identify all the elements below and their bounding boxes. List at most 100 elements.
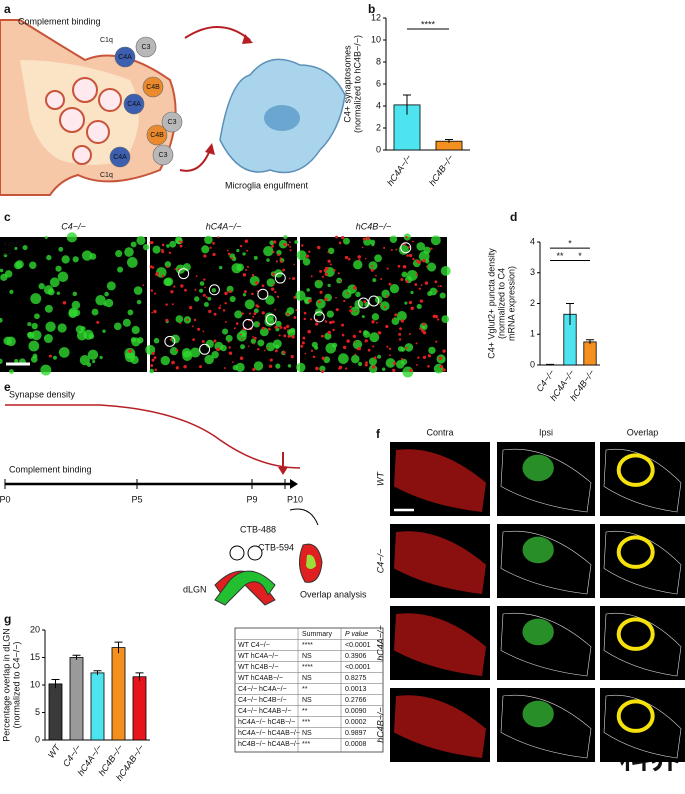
signal (213, 312, 217, 316)
signal (439, 292, 446, 299)
signal (355, 310, 358, 313)
signal (289, 249, 292, 252)
signal (154, 368, 157, 372)
signal (320, 369, 324, 373)
signal (295, 309, 298, 312)
signal (232, 361, 234, 363)
signal (288, 277, 291, 280)
signal (286, 324, 290, 329)
signal (417, 356, 420, 359)
signal (357, 255, 361, 259)
bar (583, 341, 597, 366)
molecule (123, 93, 145, 115)
signal (395, 248, 398, 251)
signal (211, 350, 219, 359)
signal (383, 306, 387, 309)
molecule-label: C4B (150, 132, 164, 139)
signal (124, 347, 136, 359)
signal (170, 290, 174, 294)
signal (201, 245, 210, 254)
signal (31, 330, 42, 341)
signal (258, 323, 261, 326)
y-axis-label: (normalized to hC4B−/−) (352, 35, 362, 133)
tracer-label: CTB-594 (258, 542, 294, 552)
signal (315, 298, 326, 309)
signal (412, 240, 414, 243)
section-outline (603, 694, 682, 759)
signal (222, 309, 226, 312)
row-label: WT (375, 471, 385, 486)
signal (95, 294, 106, 306)
signal (402, 366, 414, 378)
arrow (184, 26, 251, 41)
signal (236, 248, 240, 253)
y-tick-label: 2 (376, 122, 381, 132)
signal (316, 245, 321, 250)
signal (339, 280, 342, 283)
signal (142, 244, 150, 251)
signal (364, 363, 368, 367)
signal (199, 281, 205, 286)
table-cell: WT hC4AB−/− (238, 675, 283, 682)
signal (151, 358, 155, 362)
signal (275, 363, 281, 369)
signal (235, 362, 245, 372)
table-cell: WT hC4A−/− (238, 653, 278, 660)
signal (257, 348, 260, 351)
signal (113, 322, 122, 331)
channel-label: Vglut2 (3, 241, 23, 248)
y-axis-label: (normalized to C4−/−) (11, 641, 21, 728)
signal (420, 284, 423, 287)
panel-letter: e (4, 380, 11, 394)
signal (288, 241, 291, 244)
puncta-ring (274, 272, 286, 284)
analysis-label: Overlap analysis (300, 589, 367, 599)
signal (377, 331, 381, 334)
signal (186, 318, 189, 321)
molecule (161, 111, 183, 133)
signal (435, 340, 438, 343)
signal (156, 271, 159, 275)
signal (351, 354, 360, 364)
signal (161, 248, 164, 252)
signal (255, 304, 259, 308)
signal (369, 332, 380, 343)
signal (416, 303, 422, 310)
column-label: Ipsi (539, 427, 553, 437)
column-label: C4−/− (61, 221, 86, 231)
signal (315, 366, 319, 371)
signal (293, 263, 295, 266)
signal (66, 232, 78, 243)
overlap-signal (616, 699, 655, 733)
signal (353, 286, 357, 290)
section-outline (603, 530, 682, 595)
signal (354, 353, 357, 356)
signal (331, 320, 335, 324)
y-tick-label: 6 (376, 78, 381, 88)
signal (302, 336, 306, 340)
molecule-label: C4A (127, 101, 141, 108)
signal (228, 346, 231, 349)
signal (323, 269, 327, 272)
signal (400, 277, 404, 281)
signal (87, 349, 99, 360)
overlap-signal (616, 617, 655, 651)
signal (385, 324, 389, 329)
signal (228, 351, 233, 355)
signal (199, 288, 204, 293)
y-axis-label: Percentage overlap in dLGN (1, 628, 11, 742)
signal (308, 250, 311, 253)
table-cell: ** (302, 686, 308, 693)
signal (428, 346, 436, 355)
signal (427, 291, 433, 297)
signal (122, 318, 131, 327)
signal (150, 241, 154, 244)
signal (352, 339, 363, 350)
signal (390, 249, 393, 252)
signal (246, 249, 249, 252)
signal (204, 235, 213, 245)
puncta-ring (265, 313, 277, 325)
signal (273, 240, 277, 244)
timepoint-label: P9 (246, 494, 257, 504)
signal (425, 265, 428, 268)
